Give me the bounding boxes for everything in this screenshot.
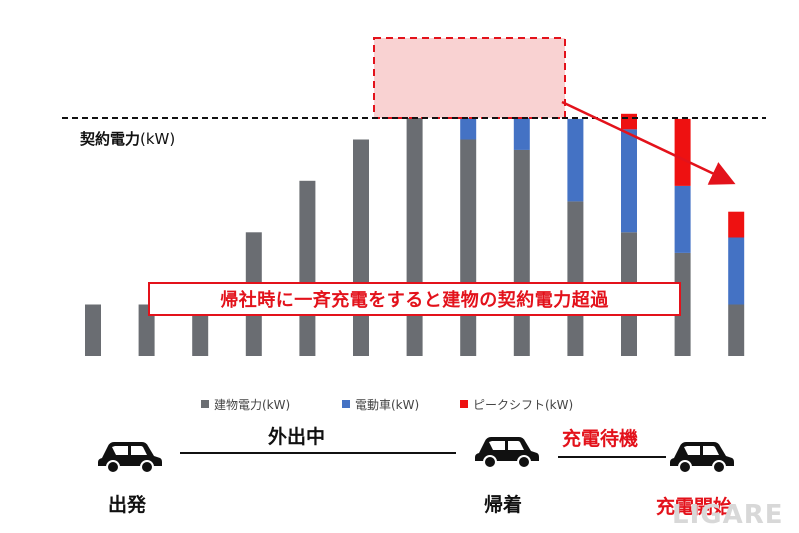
bar-peak-shift-11	[621, 113, 637, 130]
peak-shift-arrow	[561, 100, 736, 185]
car-icon	[670, 442, 734, 474]
bar-ev-10	[567, 118, 584, 202]
bar-building-6	[353, 139, 369, 356]
timeline-line-out	[180, 452, 456, 454]
bar-ev-12	[674, 185, 691, 253]
label-return: 帰着	[484, 494, 523, 516]
legend-item-ev: 電動車(kW)	[342, 396, 419, 412]
bar-peak-shift-12	[674, 118, 691, 186]
legend-item-building: 建物電力(kW)	[201, 396, 290, 412]
bar-ev-11	[621, 129, 637, 233]
bar-peak-shift-13	[728, 211, 745, 238]
bar-building-7	[406, 103, 423, 356]
legend-label-building: 建物電力(kW)	[214, 397, 291, 412]
legend-swatch-ev	[342, 400, 350, 408]
bar-building-2	[138, 304, 155, 356]
bar-building-8	[460, 139, 477, 356]
peak-highlight-box	[373, 37, 566, 119]
car-icon	[475, 437, 539, 469]
bar-building-1	[85, 304, 101, 356]
car-icon	[98, 442, 162, 474]
annotation-text: 帰社時に一斉充電をすると建物の契約電力超過	[220, 290, 609, 311]
annotation-box: 帰社時に一斉充電をすると建物の契約電力超過	[148, 282, 681, 316]
bar-building-9	[513, 149, 530, 356]
timeline: 外出中 充電待機 出発 帰着 充電開始	[0, 420, 799, 533]
stacked-bar-chart	[62, 37, 766, 356]
label-charge-start: 充電開始	[656, 496, 733, 518]
timeline-line-wait	[558, 456, 666, 458]
label-depart: 出発	[108, 494, 147, 516]
legend-label-peak: ピークシフト(kW)	[473, 397, 574, 412]
label-out: 外出中	[268, 426, 326, 448]
bar-building-12	[674, 252, 691, 356]
bar-building-10	[567, 201, 584, 356]
bar-building-13	[728, 304, 745, 356]
bar-building-5	[299, 180, 316, 356]
watermark-logo: LIGARE	[672, 500, 784, 530]
legend-swatch-building	[201, 400, 209, 408]
bar-building-3	[192, 304, 209, 356]
label-wait: 充電待機	[562, 428, 639, 450]
legend-item-peak: ピークシフト(kW)	[460, 396, 573, 412]
contract-power-label: 契約電力(kW)	[80, 130, 176, 148]
bar-ev-13	[728, 237, 745, 305]
legend-swatch-peak	[460, 400, 468, 408]
legend-label-ev: 電動車(kW)	[355, 397, 420, 412]
